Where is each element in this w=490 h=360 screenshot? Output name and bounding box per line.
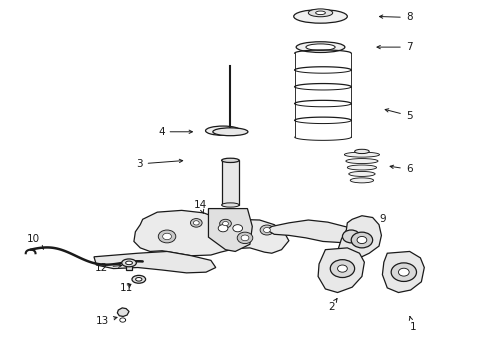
Ellipse shape xyxy=(132,275,146,283)
Text: 9: 9 xyxy=(356,214,386,224)
Ellipse shape xyxy=(294,10,347,23)
Polygon shape xyxy=(267,220,357,243)
Ellipse shape xyxy=(122,259,136,267)
Ellipse shape xyxy=(344,152,379,157)
Polygon shape xyxy=(382,251,424,293)
Bar xyxy=(126,264,132,270)
Circle shape xyxy=(351,232,373,248)
Ellipse shape xyxy=(355,149,369,154)
Ellipse shape xyxy=(349,171,375,176)
Circle shape xyxy=(241,235,249,241)
Circle shape xyxy=(264,228,270,233)
Ellipse shape xyxy=(308,9,333,17)
Text: 1: 1 xyxy=(409,316,416,332)
Circle shape xyxy=(220,219,231,228)
Ellipse shape xyxy=(125,261,132,265)
Ellipse shape xyxy=(350,178,374,183)
Circle shape xyxy=(191,219,202,227)
Text: 11: 11 xyxy=(120,283,133,293)
Circle shape xyxy=(194,221,199,225)
Ellipse shape xyxy=(306,44,335,50)
Circle shape xyxy=(391,263,416,282)
Ellipse shape xyxy=(296,42,345,53)
Polygon shape xyxy=(117,308,129,316)
Text: 6: 6 xyxy=(390,164,413,174)
Circle shape xyxy=(398,268,409,276)
Polygon shape xyxy=(134,210,289,256)
Text: 2: 2 xyxy=(328,299,337,312)
Polygon shape xyxy=(318,248,365,293)
Text: 7: 7 xyxy=(377,42,413,52)
Circle shape xyxy=(222,221,228,226)
Text: 14: 14 xyxy=(194,200,207,213)
Circle shape xyxy=(330,260,355,278)
Text: 4: 4 xyxy=(158,127,193,137)
Circle shape xyxy=(260,225,274,235)
Ellipse shape xyxy=(346,158,378,163)
Ellipse shape xyxy=(316,11,325,15)
Text: 10: 10 xyxy=(27,234,44,249)
Circle shape xyxy=(237,232,253,244)
Circle shape xyxy=(343,230,360,243)
Ellipse shape xyxy=(221,203,239,207)
Circle shape xyxy=(158,230,176,243)
Text: 5: 5 xyxy=(385,109,413,121)
Circle shape xyxy=(233,225,243,232)
Polygon shape xyxy=(339,216,381,258)
Ellipse shape xyxy=(221,158,239,162)
Ellipse shape xyxy=(216,129,230,132)
Ellipse shape xyxy=(205,126,241,135)
Text: 13: 13 xyxy=(96,316,117,326)
Circle shape xyxy=(338,265,347,272)
Text: 3: 3 xyxy=(136,159,183,169)
Circle shape xyxy=(357,237,367,244)
Polygon shape xyxy=(94,251,216,273)
Text: 12: 12 xyxy=(95,262,122,273)
Polygon shape xyxy=(208,208,252,251)
Ellipse shape xyxy=(136,278,142,281)
Text: 8: 8 xyxy=(379,13,413,22)
Ellipse shape xyxy=(347,165,376,170)
Bar xyxy=(221,160,239,205)
Circle shape xyxy=(218,225,228,232)
Ellipse shape xyxy=(213,128,248,136)
Circle shape xyxy=(163,233,172,240)
